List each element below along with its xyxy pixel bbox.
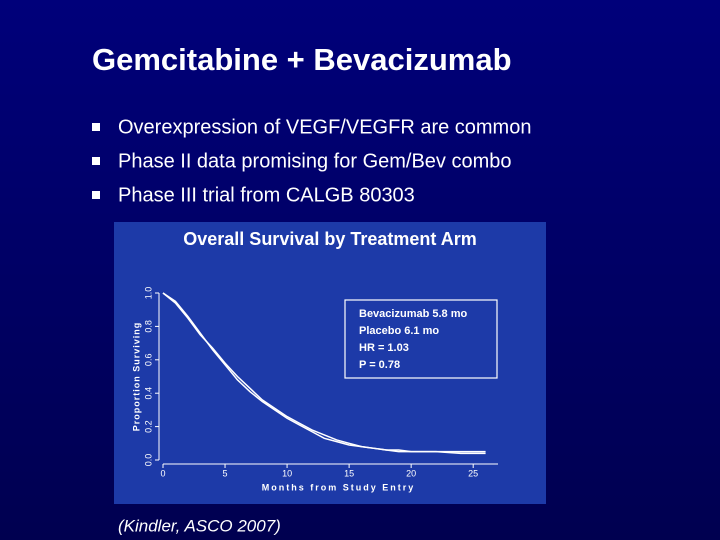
y-tick-label: 1.0 [143, 287, 153, 300]
chart-panel [114, 222, 546, 504]
x-tick-label: 25 [468, 468, 478, 478]
x-tick-label: 20 [406, 468, 416, 478]
stats-text: Placebo 6.1 mo [359, 325, 439, 337]
stats-text: P = 0.78 [359, 359, 400, 371]
survival-curve [162, 292, 486, 453]
x-axis-label: Months from Study Entry [262, 482, 416, 492]
bullet-text: Phase III trial from CALGB 80303 [118, 184, 415, 206]
citation: (Kindler, ASCO 2007) [118, 516, 281, 535]
stats-text: HR = 1.03 [359, 342, 409, 354]
stats-text: Bevacizumab 5.8 mo [359, 308, 467, 320]
bullet-marker [92, 123, 100, 131]
slide-title: Gemcitabine + Bevacizumab [92, 42, 512, 77]
x-tick-label: 10 [282, 468, 292, 478]
bullet-marker [92, 157, 100, 165]
y-tick-label: 0.0 [143, 454, 153, 467]
bullet-text: Phase II data promising for Gem/Bev comb… [118, 150, 512, 172]
x-tick-label: 15 [344, 468, 354, 478]
survival-curve [162, 292, 486, 455]
bullet-text: Overexpression of VEGF/VEGFR are common [118, 116, 531, 138]
chart-title: Overall Survival by Treatment Arm [183, 229, 476, 249]
y-tick-label: 0.8 [143, 320, 153, 333]
y-tick-label: 0.2 [143, 420, 153, 433]
x-tick-label: 0 [160, 468, 165, 478]
y-tick-label: 0.4 [143, 387, 153, 400]
bullet-marker [92, 191, 100, 199]
y-tick-label: 0.6 [143, 354, 153, 367]
x-tick-label: 5 [223, 468, 228, 478]
stats-box [344, 299, 498, 379]
y-axis-label: Proportion Surviving [131, 322, 141, 432]
